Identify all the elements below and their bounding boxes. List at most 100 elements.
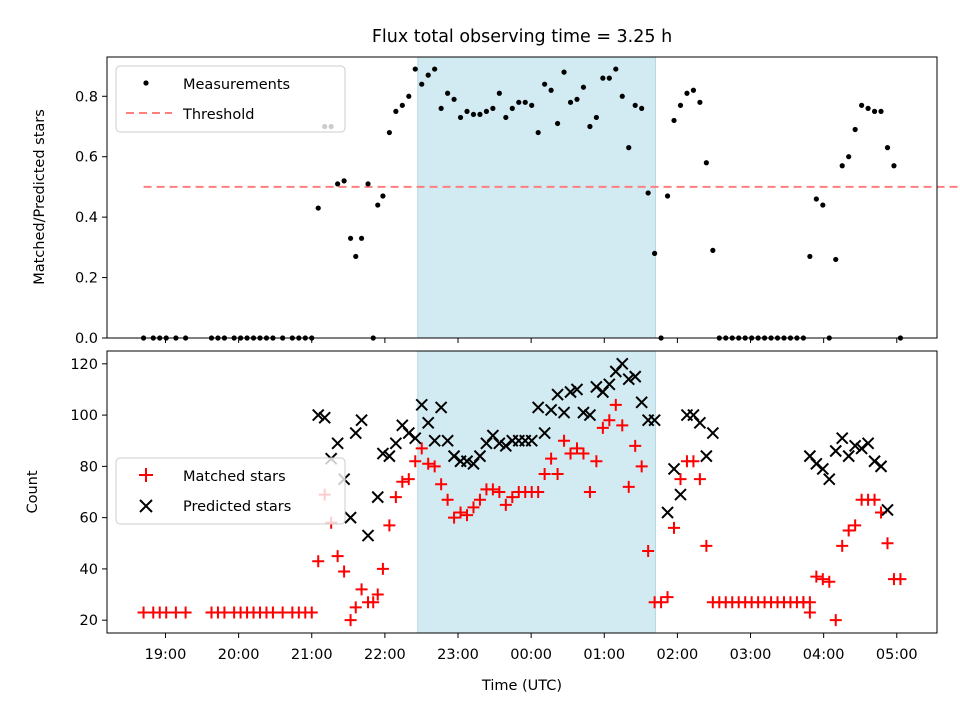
matched-star-point xyxy=(422,457,435,470)
matched-star-point xyxy=(371,588,384,601)
bottom-legend: Matched stars Predicted stars xyxy=(115,457,346,525)
measurement-point xyxy=(412,66,418,72)
measurement-point xyxy=(554,120,561,127)
predicted-star-point xyxy=(816,462,830,476)
matched-star-point xyxy=(642,544,655,557)
predicted-star-point xyxy=(409,431,422,445)
predicted-star-point xyxy=(648,414,661,427)
matched-star-point xyxy=(383,519,396,532)
measurement-point xyxy=(833,256,839,263)
measurement-point xyxy=(470,111,477,118)
measurement-point xyxy=(593,114,599,121)
matched-star-point xyxy=(836,539,849,552)
top-observing-interval xyxy=(417,56,656,339)
predicted-star-point xyxy=(312,408,325,422)
top-y-axis: 0.0 0.2 0.4 0.6 0.8 xyxy=(75,89,107,347)
matched-star-point xyxy=(881,537,894,550)
matched-star-point xyxy=(389,491,402,504)
matched-star-point xyxy=(344,614,357,627)
matched-star-point xyxy=(428,460,441,473)
top-y-tick-label: 0.8 xyxy=(75,89,98,105)
measurement-point xyxy=(341,178,347,184)
predicted-star-point xyxy=(564,385,577,399)
matched-star-point xyxy=(312,555,325,568)
predicted-star-point xyxy=(551,388,564,401)
x-tick-label: 04:00 xyxy=(803,647,845,663)
predicted-star-point xyxy=(570,383,584,396)
matched-star-point xyxy=(564,447,577,460)
matched-star-point xyxy=(829,614,842,627)
bottom-y-tick-label: 80 xyxy=(80,459,98,475)
matched-star-point xyxy=(700,539,713,552)
measurement-point xyxy=(613,66,619,72)
measurement-point xyxy=(358,235,365,241)
matched-star-point xyxy=(577,447,590,460)
matched-star-point xyxy=(596,421,609,434)
measurement-point xyxy=(419,81,425,87)
matched-star-point xyxy=(454,506,467,519)
matched-star-point xyxy=(532,486,545,498)
measurement-point xyxy=(386,129,392,136)
predicted-star-point xyxy=(544,403,558,417)
measurement-point xyxy=(406,93,412,99)
measurement-point xyxy=(425,72,431,78)
matched-star-point xyxy=(635,460,648,473)
measurement-point xyxy=(542,81,548,87)
legend-predicted-label: Predicted stars xyxy=(183,499,291,515)
matched-star-point xyxy=(506,491,519,504)
matched-star-point xyxy=(493,486,506,498)
predicted-star-point xyxy=(874,460,888,473)
matched-star-point xyxy=(583,486,596,498)
matched-star-point xyxy=(842,524,855,537)
predicted-star-point xyxy=(622,372,635,386)
measurement-point xyxy=(619,93,625,99)
matched-star-point xyxy=(668,521,681,534)
measurement-point xyxy=(535,129,541,136)
predicted-star-point xyxy=(635,396,648,409)
predicted-star-point xyxy=(557,406,571,419)
measurement-point xyxy=(561,69,567,75)
predicted-star-point xyxy=(538,426,551,440)
x-tick-label: 03:00 xyxy=(730,647,772,663)
matched-star-point xyxy=(558,434,571,447)
measurement-point xyxy=(697,99,703,105)
measurement-point xyxy=(335,181,341,187)
predicted-star-point xyxy=(603,378,616,391)
top-y-tick-label: 0.6 xyxy=(75,150,98,166)
measurement-point xyxy=(464,108,470,114)
measurement-point xyxy=(820,202,826,208)
predicted-star-point xyxy=(861,437,875,450)
bottom-panel: 20 40 60 80 100 120 19:00 20:00 21:00 22:00 23:00… xyxy=(25,350,938,694)
measurement-point xyxy=(445,90,451,96)
measurement-point xyxy=(580,84,587,90)
matched-star-point xyxy=(797,596,810,609)
measurement-point xyxy=(587,123,593,130)
bottom-y-tick-label: 20 xyxy=(80,613,98,629)
measurement-point xyxy=(639,105,645,111)
bottom-y-tick-label: 60 xyxy=(80,511,98,527)
matched-star-point xyxy=(461,509,474,522)
legend-matched-label: Matched stars xyxy=(183,469,286,485)
predicted-star-point xyxy=(823,472,836,486)
x-tick-label: 19:00 xyxy=(145,647,187,663)
top-y-axis-label: Matched/Predicted stars xyxy=(32,109,48,285)
predicted-star-point xyxy=(525,434,538,447)
predicted-star-point xyxy=(331,437,344,450)
x-tick-label: 01:00 xyxy=(583,647,625,663)
matched-star-point xyxy=(545,452,558,465)
measurement-point xyxy=(567,99,574,105)
matched-star-point xyxy=(661,591,674,604)
predicted-star-point xyxy=(616,357,629,371)
measurement-point xyxy=(399,102,405,108)
x-axis-label: Time (UTC) xyxy=(481,678,562,694)
predicted-star-point xyxy=(383,449,396,463)
measurement-point xyxy=(365,181,371,187)
matched-star-point xyxy=(622,480,635,493)
matched-star-point xyxy=(448,511,461,524)
measurement-point xyxy=(503,114,509,121)
matched-star-point xyxy=(396,475,409,488)
legend-threshold-label: Threshold xyxy=(182,107,254,123)
predicted-star-point xyxy=(415,398,428,412)
legend-matched-marker xyxy=(139,468,153,482)
matched-star-point xyxy=(338,565,351,578)
